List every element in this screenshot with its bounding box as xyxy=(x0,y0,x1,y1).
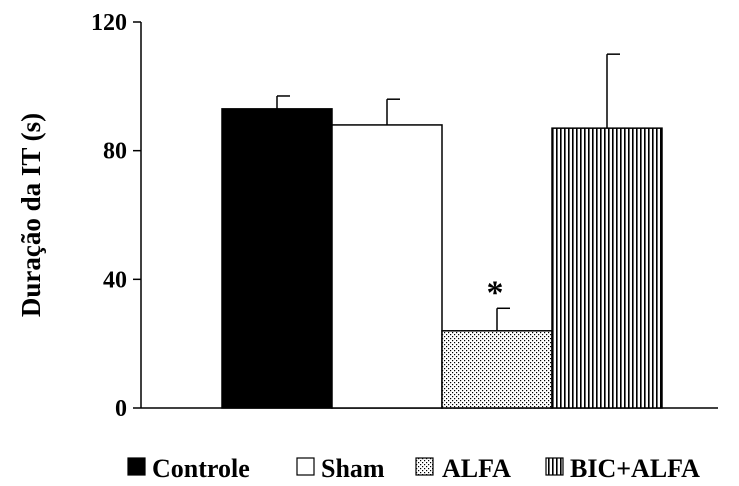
legend-label: Sham xyxy=(321,454,385,483)
legend-swatch xyxy=(296,457,315,476)
legend-label: BIC+ALFA xyxy=(570,454,700,483)
legend-swatch xyxy=(545,457,564,476)
y-tick-label: 120 xyxy=(91,10,127,36)
legend: Controle Sham ALFA BIC+ALFA xyxy=(127,454,700,483)
y-tick-label: 0 xyxy=(115,396,127,422)
bar xyxy=(221,108,333,409)
bar xyxy=(441,330,553,409)
significance-marker: * xyxy=(487,274,504,311)
y-axis-title: Duração da IT (s) xyxy=(16,113,46,317)
legend-swatch xyxy=(127,457,146,476)
legend-label: ALFA xyxy=(442,454,511,483)
y-tick-label: 80 xyxy=(103,139,127,165)
bar xyxy=(551,127,663,409)
y-tick-label: 40 xyxy=(103,267,127,293)
legend-swatch xyxy=(415,457,434,476)
bar xyxy=(331,124,443,409)
legend-label: Controle xyxy=(152,454,250,483)
bars: * xyxy=(221,53,663,409)
